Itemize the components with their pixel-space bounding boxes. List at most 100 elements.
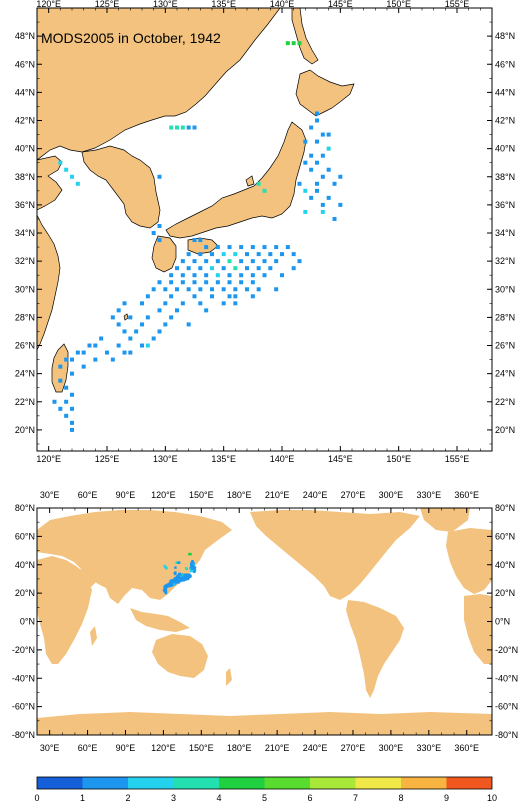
observation-cell bbox=[315, 118, 319, 123]
observation-cell bbox=[297, 41, 302, 46]
observation-cell bbox=[315, 188, 319, 193]
land-eurasia bbox=[37, 510, 232, 604]
lon-tick-label: 120°E bbox=[36, 0, 61, 9]
lat-tick-label: 34°N bbox=[15, 228, 35, 238]
observation-cell bbox=[145, 294, 150, 299]
observation-cell bbox=[70, 174, 74, 179]
observation-cell bbox=[291, 252, 296, 257]
observation-cell bbox=[151, 231, 156, 236]
lat-tick-label: 42°N bbox=[15, 116, 35, 126]
lat-tick-label: 20°N bbox=[495, 588, 515, 598]
observation-cell bbox=[174, 579, 177, 583]
lat-tick-label: 26°N bbox=[495, 341, 515, 351]
observation-cell bbox=[192, 273, 197, 278]
observation-cell bbox=[320, 209, 325, 214]
lat-tick-label: 38°N bbox=[15, 172, 35, 182]
observation-cell bbox=[70, 420, 74, 425]
observation-cell bbox=[169, 294, 174, 299]
lat-tick-label: -60°N bbox=[12, 702, 35, 712]
observation-cell bbox=[64, 357, 69, 362]
observation-cell bbox=[192, 238, 197, 243]
regional-observations bbox=[52, 41, 343, 432]
lat-tick-label: 28°N bbox=[15, 312, 35, 322]
observation-cell bbox=[110, 315, 115, 320]
observation-cell bbox=[315, 111, 319, 116]
observation-cell bbox=[274, 259, 279, 264]
regional-frame bbox=[36, 7, 493, 452]
observation-cell bbox=[233, 287, 238, 292]
lon-tick-label: 360°E bbox=[454, 490, 479, 500]
observation-cell bbox=[338, 202, 343, 207]
observation-cell bbox=[140, 343, 144, 348]
observation-cell bbox=[320, 132, 325, 137]
colorbar-label: 6 bbox=[307, 793, 312, 803]
lat-tick-label: -80°N bbox=[12, 730, 35, 740]
lat-tick-label: 32°N bbox=[495, 256, 515, 266]
observation-cell bbox=[180, 301, 185, 306]
observation-cell bbox=[180, 273, 185, 278]
colorbar-segment bbox=[401, 777, 447, 789]
lat-tick-label: 60°N bbox=[495, 531, 515, 541]
observation-cell bbox=[210, 252, 214, 257]
observation-cell bbox=[250, 245, 255, 250]
lon-tick-label: 120°E bbox=[151, 743, 176, 753]
observation-cell bbox=[75, 181, 80, 186]
observation-cell bbox=[140, 301, 144, 306]
colorbar-label: 4 bbox=[216, 793, 221, 803]
observation-cell bbox=[186, 322, 191, 327]
observation-cell bbox=[309, 167, 314, 172]
observation-cell bbox=[239, 259, 244, 264]
lat-tick-label: 48°N bbox=[495, 31, 515, 41]
regional-land bbox=[37, 8, 355, 393]
observation-cell bbox=[227, 259, 232, 264]
observation-cell bbox=[239, 245, 244, 250]
observation-cell bbox=[70, 392, 74, 397]
observation-cell bbox=[215, 280, 220, 285]
land-north-america bbox=[250, 510, 420, 600]
observation-cell bbox=[157, 308, 162, 313]
lat-tick-label: 30°N bbox=[15, 284, 35, 294]
land-africa bbox=[37, 556, 92, 664]
lon-tick-label: 145°E bbox=[328, 454, 353, 464]
observation-cell bbox=[221, 301, 226, 306]
observation-cell bbox=[274, 245, 279, 250]
lat-tick-label: 36°N bbox=[15, 200, 35, 210]
colorbar-label: 5 bbox=[262, 793, 267, 803]
lat-tick-label: 28°N bbox=[495, 312, 515, 322]
lon-tick-label: 30°E bbox=[40, 743, 60, 753]
map-title: MODS2005 in October, 1942 bbox=[41, 30, 221, 46]
lat-tick-label: 42°N bbox=[495, 116, 515, 126]
lat-tick-label: 38°N bbox=[495, 172, 515, 182]
observation-cell bbox=[180, 259, 185, 264]
observation-cell bbox=[186, 252, 191, 257]
land-europe-east bbox=[446, 528, 492, 594]
observation-cell bbox=[250, 280, 255, 285]
observation-cell bbox=[274, 287, 279, 292]
land-mainland-north bbox=[37, 8, 281, 161]
observation-cell bbox=[204, 273, 209, 278]
observation-cell bbox=[303, 160, 308, 165]
observation-cell bbox=[174, 572, 177, 576]
colorbar-segment bbox=[219, 777, 265, 789]
observation-cell bbox=[187, 576, 190, 579]
land-kyushu bbox=[151, 235, 177, 273]
observation-cell bbox=[190, 568, 194, 571]
lat-tick-label: 22°N bbox=[15, 397, 35, 407]
observation-cell bbox=[163, 585, 166, 588]
observation-cell bbox=[151, 336, 156, 341]
observation-cell bbox=[93, 357, 98, 362]
observation-cell bbox=[134, 329, 139, 334]
observation-cell bbox=[64, 399, 69, 404]
lon-tick-label: 330°E bbox=[416, 490, 441, 500]
observation-cell bbox=[116, 343, 121, 348]
observation-cell bbox=[332, 216, 337, 221]
observation-cell bbox=[169, 273, 174, 278]
observation-cell bbox=[87, 343, 92, 348]
observation-cell bbox=[128, 315, 133, 320]
colorbar-label: 10 bbox=[487, 793, 497, 803]
observation-cell bbox=[163, 322, 168, 327]
observation-cell bbox=[172, 583, 176, 586]
observation-cell bbox=[180, 125, 185, 130]
observation-cell bbox=[303, 209, 308, 214]
lon-tick-label: 180°E bbox=[227, 490, 252, 500]
